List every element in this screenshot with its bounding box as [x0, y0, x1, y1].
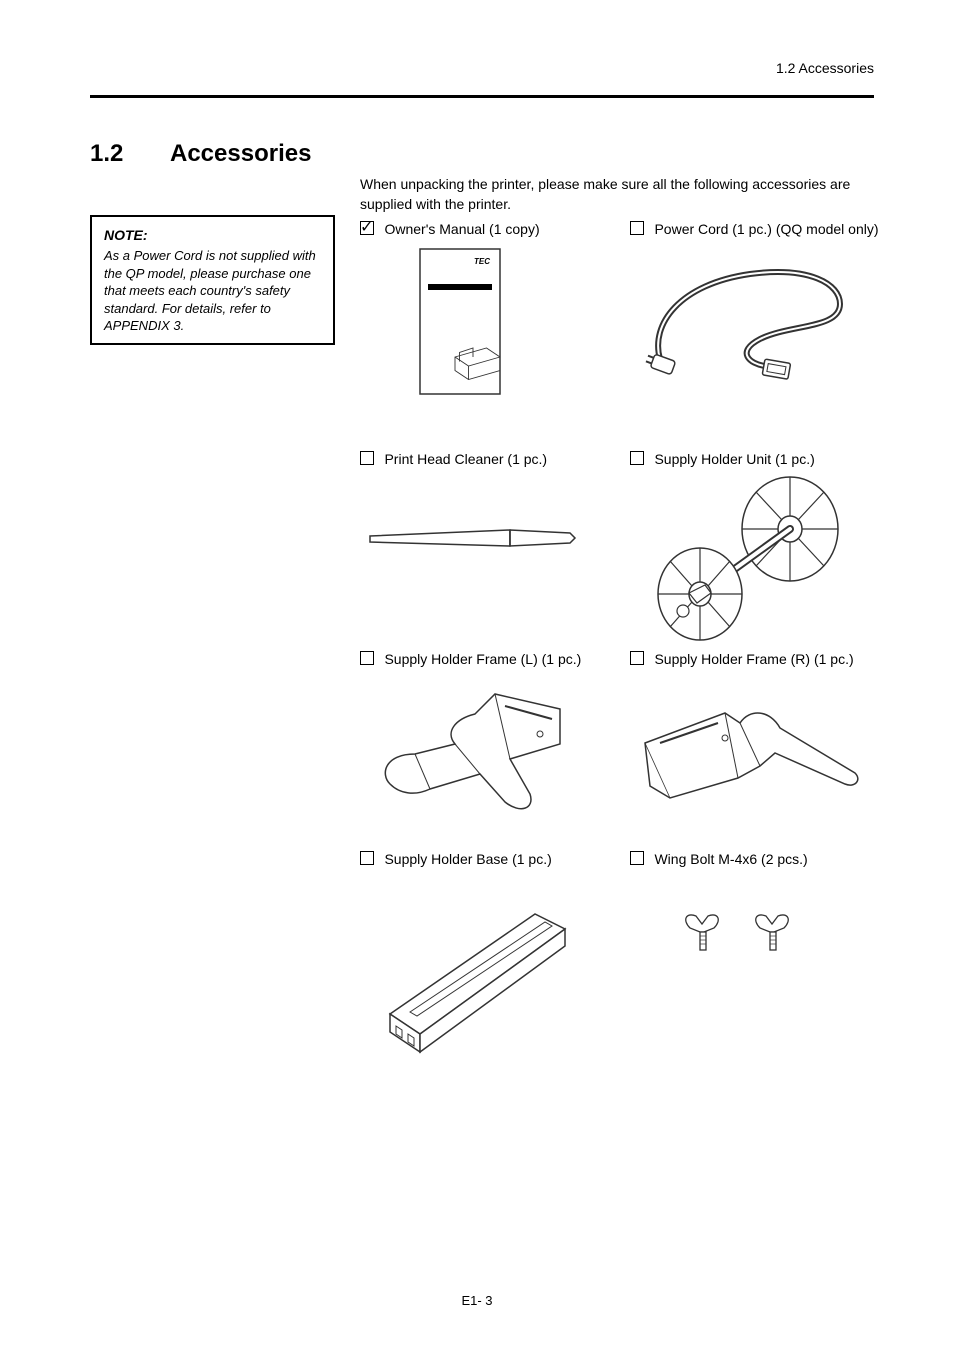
section-title: Accessories — [170, 140, 311, 168]
checkbox-icon — [360, 851, 374, 865]
item-supply-holder-frame-l: Supply Holder Frame (L) (1 pc.) — [360, 650, 630, 844]
item-supply-holder-unit: Supply Holder Unit (1 pc.) — [630, 450, 900, 654]
checkbox-icon — [630, 651, 644, 665]
base-illustration — [360, 874, 590, 1064]
frame-left-illustration — [360, 674, 590, 844]
item-label: Supply Holder Unit (1 pc.) — [654, 450, 814, 468]
item-supply-holder-frame-r: Supply Holder Frame (R) (1 pc.) — [630, 650, 900, 828]
item-label: Power Cord (1 pc.) (QQ model only) — [654, 220, 878, 238]
item-owners-manual: Owner's Manual (1 copy) TEC — [360, 220, 630, 404]
checkbox-icon — [360, 221, 374, 235]
item-wing-bolt: Wing Bolt M-4x6 (2 pcs.) — [630, 850, 900, 978]
intro-text: When unpacking the printer, please make … — [360, 175, 860, 214]
checkbox-icon — [630, 221, 644, 235]
owners-manual-illustration: TEC — [400, 244, 520, 404]
wing-bolt-illustration — [660, 898, 840, 978]
page-ref-top: 1.2 Accessories — [776, 60, 874, 76]
section-number: 1.2 — [90, 140, 123, 168]
note-body: As a Power Cord is not supplied with the… — [104, 247, 321, 335]
item-label: Wing Bolt M-4x6 (2 pcs.) — [654, 850, 807, 868]
item-label: Print Head Cleaner (1 pc.) — [384, 450, 547, 468]
checkbox-icon — [630, 851, 644, 865]
item-print-head-cleaner: Print Head Cleaner (1 pc.) — [360, 450, 630, 568]
checkbox-icon — [360, 651, 374, 665]
note-box: NOTE: As a Power Cord is not supplied wi… — [90, 215, 335, 345]
checkbox-icon — [630, 451, 644, 465]
supply-holder-illustration — [640, 474, 860, 654]
header-rule — [90, 95, 874, 98]
cleaner-illustration — [360, 508, 590, 568]
footer-page-number: E1- 3 — [0, 1293, 954, 1308]
checkbox-icon — [360, 451, 374, 465]
item-label: Supply Holder Frame (R) (1 pc.) — [654, 650, 853, 668]
note-title: NOTE: — [104, 227, 321, 243]
item-label: Supply Holder Base (1 pc.) — [384, 850, 551, 868]
power-cord-illustration — [640, 244, 860, 384]
item-power-cord: Power Cord (1 pc.) (QQ model only) — [630, 220, 900, 384]
item-supply-holder-base: Supply Holder Base (1 pc.) — [360, 850, 630, 1064]
item-label: Owner's Manual (1 copy) — [384, 220, 539, 238]
manual-brand: TEC — [474, 257, 490, 266]
frame-right-illustration — [630, 688, 870, 828]
item-label: Supply Holder Frame (L) (1 pc.) — [384, 650, 581, 668]
